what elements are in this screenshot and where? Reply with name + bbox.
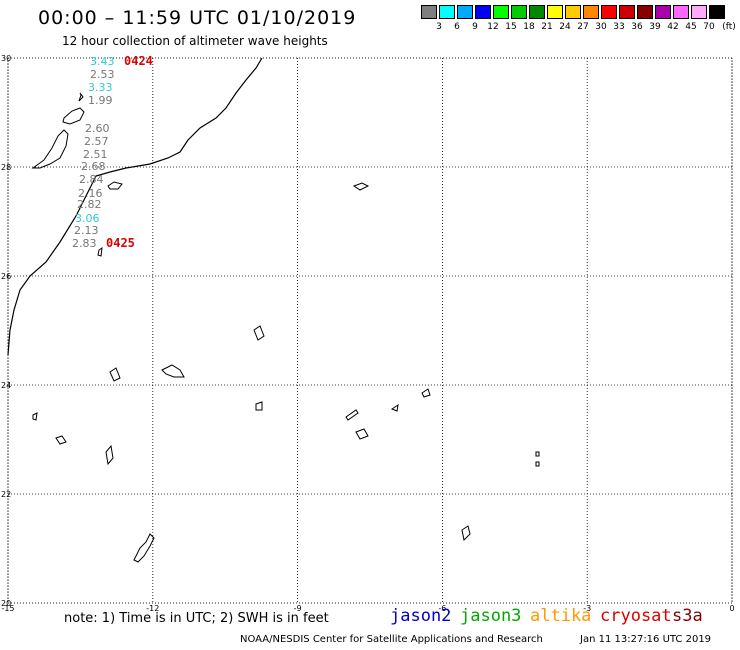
track-time-label: 0424: [124, 54, 153, 68]
colorbar-label: 33: [613, 22, 625, 32]
swh-observation: 2.83: [72, 237, 97, 250]
island-small-2: [32, 412, 38, 421]
lat-label: 24: [1, 381, 11, 390]
lat-lon-grid: [7, 57, 733, 604]
island-small-4: [105, 444, 114, 466]
colorbar-swatch: [457, 5, 473, 19]
island-east-3: [345, 409, 359, 421]
island-cape-verde-1: [253, 325, 265, 341]
swh-observation: 3.06: [75, 212, 100, 225]
island-la-palma: [78, 92, 84, 102]
colorbar-label: 24: [559, 22, 571, 32]
colorbar-swatch: [583, 5, 599, 19]
swh-observation: 2.84: [79, 173, 104, 186]
legend-item-cryosat: cryosat: [600, 606, 672, 626]
colorbar-label: 9: [472, 22, 478, 32]
swh-observation: 2.57: [84, 135, 109, 148]
colorbar-unit: (ft): [722, 22, 736, 32]
colorbar-label: 15: [505, 22, 517, 32]
colorbar-swatch: [439, 5, 455, 19]
page-title: 00:00 – 11:59 UTC 01/10/2019: [38, 7, 357, 29]
axis-labels: 30 28 26 24 22 20-15 -12 -9 -6 -3 0: [1, 54, 735, 613]
colorbar-swatch: [691, 5, 707, 19]
legend-item-jason3: jason3: [460, 606, 522, 626]
colorbar-label: 27: [577, 22, 589, 32]
colorbar-swatch: [511, 5, 527, 19]
colorbar-swatch: [493, 5, 509, 19]
observation-labels: 3.432.533.331.99 2.602.572.512.682.842.16…: [72, 55, 115, 250]
island-gran-canaria-north: [62, 107, 85, 125]
island-cape-verde-2: [109, 367, 121, 382]
note-text: note: 1) Time is in UTC; 2) SWH is in fe…: [64, 611, 329, 626]
lon-label: -12: [146, 604, 159, 613]
lon-label: 0: [729, 604, 734, 613]
island-east-4: [390, 403, 399, 412]
legend-item-s3a: s3a: [672, 606, 703, 626]
colorbar-label: 12: [487, 22, 499, 32]
legend-item-jason2: jason2: [390, 606, 452, 626]
colorbar-label: 21: [541, 22, 553, 32]
legend-item-altika: altika: [530, 606, 592, 626]
swh-observation: 2.68: [81, 160, 106, 173]
colorbar-swatch: [565, 5, 581, 19]
swh-observation: 2.16: [78, 187, 103, 200]
map-frame: [7, 57, 733, 604]
colorbar-swatch: [547, 5, 563, 19]
island-east-6: [535, 451, 540, 467]
lat-label: 28: [1, 163, 11, 172]
swh-observation: 2.13: [74, 224, 99, 237]
colorbar-swatch: [619, 5, 635, 19]
island-fuerteventura: [107, 181, 123, 190]
island-cape-verde-4: [255, 401, 263, 411]
swh-observation: 2.60: [85, 122, 110, 135]
lat-label: 26: [1, 272, 11, 281]
lon-label: -9: [294, 604, 302, 613]
colorbar-label: 45: [685, 22, 697, 32]
swh-observation: 2.82: [77, 198, 102, 211]
island-cape-verde-3: [161, 364, 185, 378]
track-time-label: 0425: [106, 236, 135, 250]
colorbar-swatch: [637, 5, 653, 19]
colorbar-label: 3: [436, 22, 442, 32]
lat-label: 30: [1, 54, 11, 63]
swh-observation: 1.99: [88, 94, 113, 107]
lon-label: -15: [1, 604, 14, 613]
colorbar-label: 18: [523, 22, 535, 32]
lon-label: -6: [438, 604, 446, 613]
island-tenerife: [31, 129, 69, 169]
timestamp-text: Jan 11 13:27:16 UTC 2019: [580, 634, 712, 645]
lat-label: 22: [1, 490, 11, 499]
swh-observation: 2.51: [83, 148, 108, 161]
colorbar-swatch: [673, 5, 689, 19]
colorbar-label: 42: [667, 22, 679, 32]
colorbar-label: 36: [631, 22, 643, 32]
colorbar-label: 39: [649, 22, 661, 32]
swh-observation: 3.43: [90, 55, 115, 68]
track-time-labels: 0424 0425: [106, 54, 153, 250]
colorbar-label: 70: [703, 22, 715, 32]
colorbar-swatch: [475, 5, 491, 19]
colorbar-label: 6: [454, 22, 460, 32]
swh-observation: 2.53: [90, 68, 115, 81]
colorbar-swatch: [709, 5, 725, 19]
island-east-7: [461, 525, 471, 542]
colorbar-swatch: [421, 5, 437, 19]
swh-observation: 3.33: [88, 81, 113, 94]
island-south-1: [133, 533, 155, 563]
island-east-5: [355, 428, 369, 440]
island-east-1: [352, 182, 370, 191]
colorbar-label: 30: [595, 22, 607, 32]
lat-label: 20: [1, 599, 11, 608]
colorbar-swatch: [529, 5, 545, 19]
page-subtitle: 12 hour collection of altimeter wave hei…: [62, 34, 328, 48]
island-small-3: [55, 435, 67, 445]
island-small-1: [97, 246, 103, 257]
island-east-2: [421, 388, 431, 398]
lon-label: -3: [583, 604, 591, 613]
africa-coastline: [7, 57, 263, 356]
colorbar-swatch: [601, 5, 617, 19]
credit-text: NOAA/NESDIS Center for Satellite Applica…: [240, 634, 543, 645]
colorbar-swatch: [655, 5, 671, 19]
